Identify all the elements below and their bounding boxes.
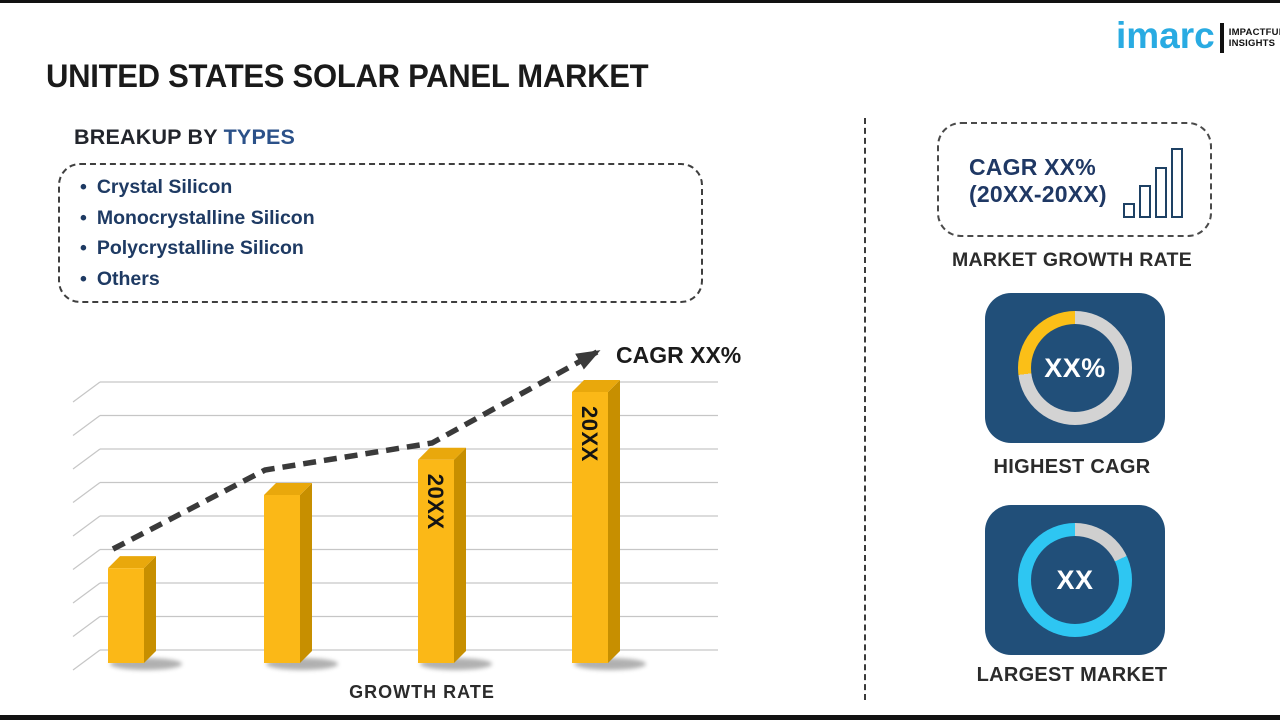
highest-cagr-card: XX% (985, 293, 1165, 443)
bar-4 (572, 380, 620, 392)
bar-3 (418, 447, 466, 460)
chart-gridlines (72, 381, 718, 671)
bar-2 (264, 494, 300, 663)
trend-arrow-line (111, 349, 601, 552)
page-title: UNITED STATES SOLAR PANEL MARKET (46, 58, 649, 94)
chart-x-axis-label: GROWTH RATE (349, 682, 495, 702)
cagr-period-line: (20XX-20XX) (969, 181, 1107, 207)
type-item: Crystal Silicon (80, 172, 701, 203)
bar-chart-icon (1123, 148, 1193, 218)
bar-1 (144, 556, 156, 663)
bar-chart-icon-bar (1155, 167, 1167, 218)
bottom-border-strip (0, 715, 1280, 720)
logo-tagline-line2: INSIGHTS (1228, 38, 1276, 49)
imarc-logo: imarc IMPACTFUL INSIGHTS (1116, 15, 1280, 56)
market-growth-rate-card: CAGR XX% (20XX-20XX) (937, 122, 1212, 237)
bar-2 (300, 482, 312, 663)
type-item: Polycrystalline Silicon (80, 233, 701, 264)
bar-year-label: 20XX (423, 474, 448, 530)
cagr-value-line: CAGR XX% (969, 154, 1096, 180)
top-border-strip (0, 0, 1280, 3)
donut-ring-highest-cagr: XX% (1018, 311, 1132, 425)
bar-4 (572, 392, 608, 663)
bar-3 (454, 447, 466, 663)
bar-year-label: 20XX (577, 406, 602, 462)
bar-1 (108, 556, 156, 569)
bar-4 (608, 380, 620, 663)
logo-tagline: IMPACTFUL INSIGHTS (1229, 27, 1280, 49)
highest-cagr-value: XX% (1044, 352, 1106, 383)
highest-cagr-caption: HIGHEST CAGR (993, 456, 1151, 478)
market-growth-rate-caption: MARKET GROWTH RATE (951, 249, 1193, 271)
bar-chart-icon-bar (1123, 203, 1135, 218)
cagr-annotation: CAGR XX% (616, 342, 741, 368)
logo-divider-bar (1219, 23, 1224, 53)
bar-1 (108, 568, 144, 663)
bars-group: 20XX 20XX (108, 380, 620, 663)
bar-shadows (110, 658, 646, 670)
imarc-logo-wordmark: imarc (1116, 15, 1215, 56)
donut-ring-largest-market: XX (1018, 523, 1132, 637)
type-item: Others (80, 264, 701, 295)
logo-tagline-line1: IMPACTFUL (1228, 27, 1280, 38)
breakup-heading-prefix: BREAKUP BY (74, 125, 218, 149)
types-box: Crystal Silicon Monocrystalline Silicon … (58, 163, 703, 303)
bar-chart-icon-bar (1171, 148, 1183, 218)
section-divider-dashed (864, 118, 866, 700)
cagr-card-text: CAGR XX% (20XX-20XX) (969, 154, 1107, 208)
largest-market-card: XX (985, 505, 1165, 655)
breakup-heading-highlight: TYPES (223, 125, 296, 149)
types-list: Crystal Silicon Monocrystalline Silicon … (60, 172, 701, 294)
type-item: Monocrystalline Silicon (80, 203, 701, 234)
bar-chart-icon-bar (1139, 185, 1151, 218)
largest-market-caption: LARGEST MARKET (976, 664, 1168, 686)
breakup-heading: BREAKUP BY TYPES (74, 125, 295, 150)
largest-market-value: XX (1056, 564, 1094, 595)
bar-3 (418, 459, 454, 663)
bar-2 (264, 482, 312, 495)
